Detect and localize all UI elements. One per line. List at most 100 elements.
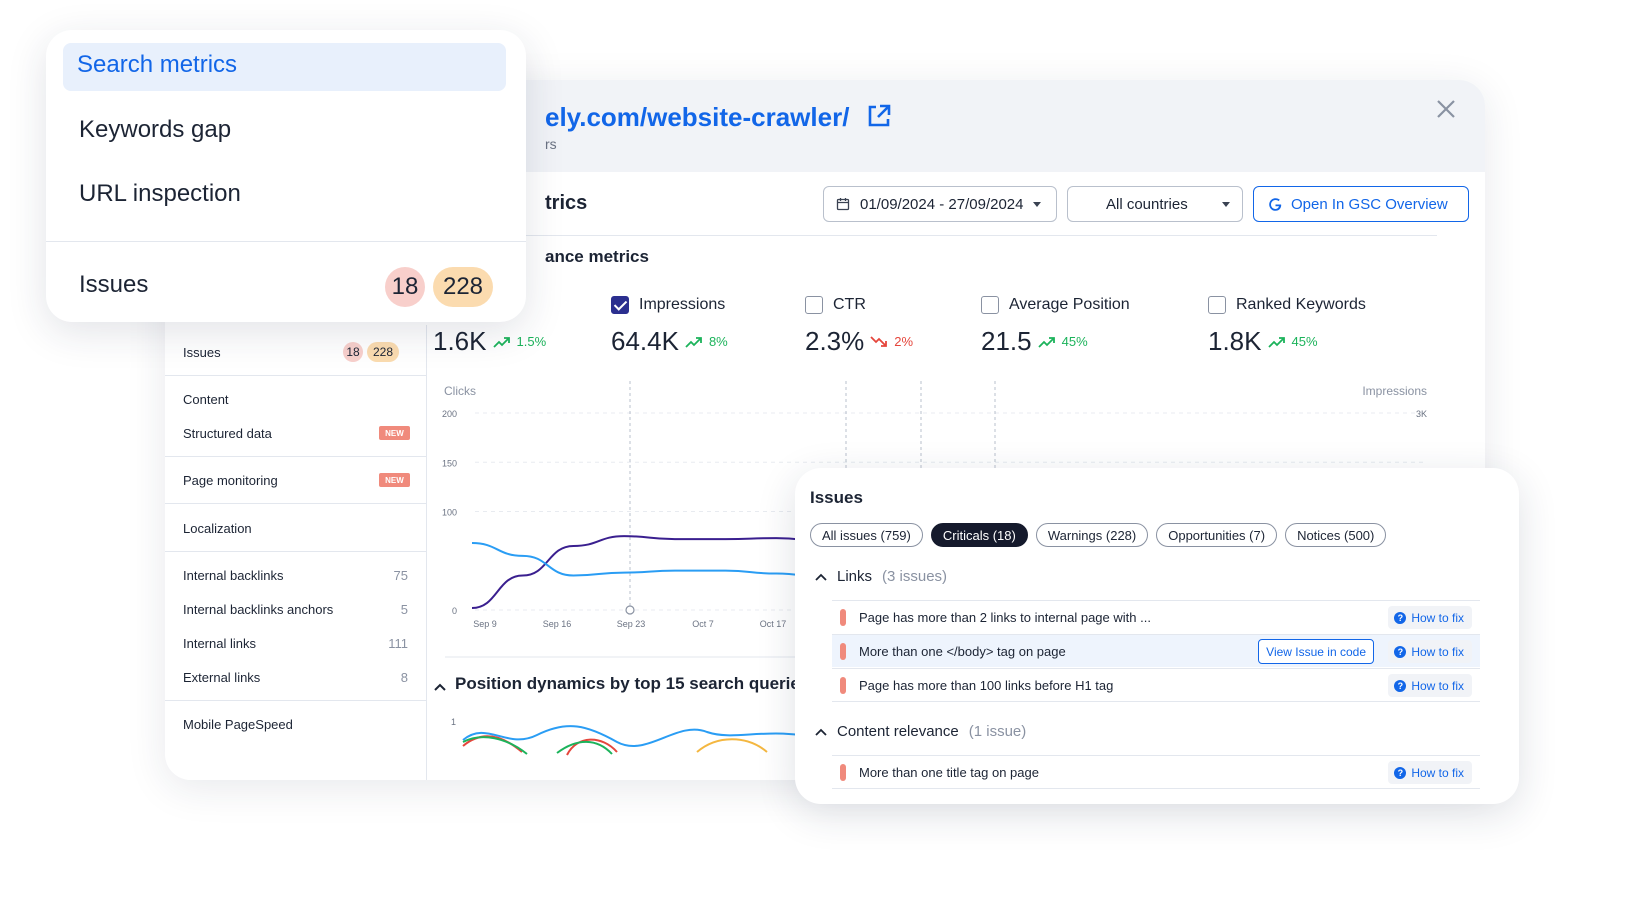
view-issue-in-code-button[interactable]: View Issue in code	[1258, 639, 1374, 664]
sidebar-item-mobile-pagespeed[interactable]: Mobile PageSpeed	[183, 717, 293, 732]
series-line-clicks	[471, 535, 828, 610]
filter-opportunities[interactable]: Opportunities (7)	[1156, 523, 1278, 547]
filter-warnings[interactable]: Warnings (228)	[1035, 523, 1149, 547]
menu-item-search-metrics[interactable]	[63, 43, 506, 91]
menu-item-url-inspection[interactable]: URL inspection	[79, 180, 241, 207]
issue-group-content-relevance[interactable]: Content relevance (1 issue)	[815, 723, 1026, 740]
metric-change: 45%	[1061, 334, 1088, 349]
y-tick-label: 100	[442, 508, 457, 518]
issue-row[interactable]: More than one title tag on page ? How to…	[832, 755, 1480, 788]
item-count: 5	[400, 602, 408, 617]
menu-item-keywords-gap[interactable]: Keywords gap	[79, 116, 232, 143]
how-to-fix-label: How to fix	[1411, 678, 1464, 693]
position-series-line	[462, 735, 618, 756]
divider	[165, 503, 427, 504]
trend-up-icon	[685, 336, 702, 348]
issue-text: More than one title tag on page	[859, 765, 1039, 780]
metric-label: Impressions	[639, 296, 726, 313]
issues-title: Issues	[810, 488, 863, 507]
y-tick-label: 200	[442, 409, 457, 419]
sidebar-item-page-monitoring[interactable]: Page monitoring	[183, 473, 278, 488]
menu-item-issues[interactable]: Issues	[79, 271, 149, 298]
y2-tick-label: 3K	[1416, 409, 1427, 419]
how-to-fix-button[interactable]: ? How to fix	[1388, 674, 1472, 697]
position-series-line	[462, 725, 828, 747]
item-count: 8	[400, 670, 408, 685]
metric-ctr[interactable]: CTR 2.3% 2%	[805, 296, 913, 357]
open-gsc-button[interactable]: Open In GSC Overview	[1253, 186, 1469, 222]
x-tick-label: Sep 23	[617, 619, 646, 629]
group-count: (1 issue)	[968, 723, 1027, 740]
sidebar-item-content[interactable]: Content	[183, 392, 229, 407]
chevron-up-icon[interactable]	[433, 680, 447, 694]
how-to-fix-button[interactable]: ? How to fix	[1388, 640, 1472, 663]
ranked-keywords-checkbox[interactable]	[1208, 296, 1226, 314]
ctr-checkbox[interactable]	[805, 296, 823, 314]
metric-value: 2.3%	[805, 326, 865, 356]
impressions-checkbox[interactable]	[611, 296, 629, 314]
issue-group-links[interactable]: Links (3 issues)	[815, 568, 947, 585]
filter-criticals[interactable]: Criticals (18)	[930, 523, 1028, 547]
sidebar-item-internal-backlinks[interactable]: Internal backlinks	[183, 568, 284, 583]
metric-value: 64.4K	[611, 326, 679, 356]
issue-row[interactable]: Page has more than 2 links to internal p…	[832, 600, 1480, 633]
sidebar-item-external-links[interactable]: External links	[183, 670, 261, 685]
issue-text: Page has more than 100 links before H1 t…	[859, 678, 1114, 693]
position-dynamics-title[interactable]: Position dynamics by top 15 search queri…	[455, 674, 810, 693]
section-title: trics	[545, 192, 588, 214]
sidebar: Issues 18 228 Content Structured data NE…	[165, 325, 427, 780]
item-count: 111	[388, 636, 408, 651]
sidebar-item-structured-data[interactable]: Structured data	[183, 426, 272, 441]
y-tick-label: 0	[452, 606, 457, 616]
issues-card: Issues All issues (759) Criticals (18) W…	[795, 468, 1519, 804]
metric-label: CTR	[833, 296, 866, 313]
critical-marker	[840, 764, 846, 781]
how-to-fix-button[interactable]: ? How to fix	[1388, 606, 1472, 629]
trend-down-icon	[870, 335, 888, 347]
y-tick-label: 150	[442, 458, 457, 468]
issue-row[interactable]: Page has more than 100 links before H1 t…	[832, 668, 1480, 701]
country-value: All countries	[1106, 195, 1188, 213]
date-range-select[interactable]: 01/09/2024 - 27/09/2024	[823, 186, 1057, 222]
divider	[165, 375, 427, 376]
help-icon: ?	[1394, 611, 1407, 624]
metric-change: 2%	[894, 334, 914, 349]
sidebar-item-localization[interactable]: Localization	[183, 521, 252, 536]
group-name: Content relevance	[837, 723, 959, 740]
item-count: 75	[393, 568, 408, 583]
how-to-fix-button[interactable]: ? How to fix	[1388, 761, 1472, 784]
metric-label: Ranked Keywords	[1236, 296, 1366, 313]
metric-impressions[interactable]: Impressions 64.4K 8%	[611, 296, 728, 357]
filter-all-issues[interactable]: All issues (759)	[810, 523, 923, 547]
sidebar-item-internal-backlinks-anchors[interactable]: Internal backlinks anchors	[183, 602, 334, 617]
country-select[interactable]: All countries	[1067, 186, 1243, 222]
menu-item-label[interactable]: Search metrics	[77, 51, 238, 78]
chevron-up-icon	[815, 728, 827, 736]
metric-ranked-keywords[interactable]: Ranked Keywords 1.8K 45%	[1208, 296, 1366, 357]
critical-count-badge: 18	[385, 267, 425, 307]
critical-count-badge: 18	[343, 342, 363, 362]
sidebar-item-internal-links[interactable]: Internal links	[183, 636, 256, 651]
metric-average-position[interactable]: Average Position 21.5 45%	[981, 296, 1130, 357]
metric-value: 1.6K	[433, 326, 487, 356]
critical-marker	[840, 677, 846, 694]
filter-notices[interactable]: Notices (500)	[1285, 523, 1387, 547]
position-tick-label: 1	[451, 717, 456, 727]
help-icon: ?	[1394, 679, 1407, 692]
issue-row[interactable]: More than one </body> tag on page View I…	[832, 634, 1480, 667]
metric-change: 1.5%	[516, 334, 547, 349]
y2-axis-title: Impressions	[1362, 384, 1427, 398]
metric-clicks[interactable]: 1.6K 1.5%	[433, 296, 546, 357]
critical-marker	[840, 643, 846, 660]
chevron-up-icon	[815, 573, 827, 581]
external-link-icon[interactable]	[865, 102, 893, 130]
page-url-title[interactable]: ely.com/website-crawler/	[545, 102, 850, 132]
how-to-fix-label: How to fix	[1411, 765, 1464, 780]
average-position-checkbox[interactable]	[981, 296, 999, 314]
close-icon[interactable]	[1433, 96, 1459, 122]
metric-change: 8%	[708, 334, 728, 349]
how-to-fix-label: How to fix	[1411, 644, 1464, 659]
group-name: Links	[837, 568, 873, 585]
sidebar-item-issues[interactable]: Issues	[183, 345, 221, 360]
group-count: (3 issues)	[882, 568, 948, 585]
